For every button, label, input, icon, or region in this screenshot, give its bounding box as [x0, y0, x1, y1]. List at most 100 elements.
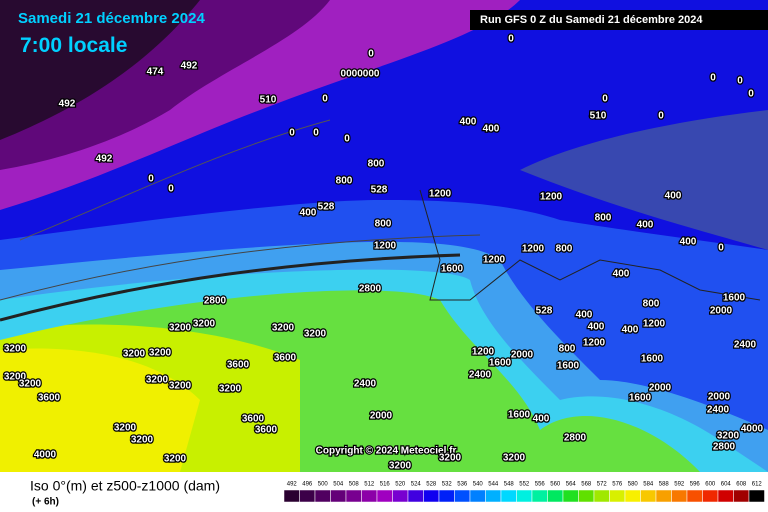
legend-label: 584 [643, 482, 654, 488]
contour-label: 474 [147, 67, 164, 78]
legend-swatch [547, 489, 564, 503]
contour-label: 0 [322, 94, 328, 105]
legend-swatch [748, 489, 765, 503]
contour-label: 0 [289, 128, 295, 139]
contour-label: 3200 [389, 461, 412, 472]
contour-label: 0 [602, 94, 608, 105]
contour-label: 1600 [441, 264, 464, 275]
legend-label: 568 [581, 482, 592, 488]
legend-label: 556 [535, 482, 546, 488]
contour-label: 0 [658, 111, 664, 122]
contour-label: 528 [371, 185, 388, 196]
contour-label: 2400 [707, 405, 730, 416]
legend-label: 608 [736, 482, 747, 488]
legend-label: 552 [519, 482, 530, 488]
legend-swatch [407, 489, 424, 503]
legend-label: 564 [566, 482, 577, 488]
contour-label: 3200 [304, 329, 327, 340]
legend-label: 604 [721, 482, 732, 488]
legend-label: 540 [473, 482, 484, 488]
contour-label: 800 [375, 219, 392, 230]
contour-label: 3200 [146, 375, 169, 386]
contour-label: 4000 [741, 424, 764, 435]
legend-swatch [531, 489, 548, 503]
contour-label: 800 [556, 244, 573, 255]
contour-label: 3200 [123, 349, 146, 360]
contour-label: 4000 [34, 450, 57, 461]
contour-label: 3200 [114, 423, 137, 434]
legend-label: 592 [674, 482, 685, 488]
legend-step: (+ 6h) [32, 497, 59, 508]
legend-swatch [361, 489, 378, 503]
contour-label: 400 [588, 322, 605, 333]
legend-swatch [345, 489, 362, 503]
legend-label: 612 [752, 482, 763, 488]
legend-label: 492 [287, 482, 298, 488]
legend-label: 536 [457, 482, 468, 488]
contour-label: 1200 [522, 244, 545, 255]
contour-label: 0 [508, 34, 514, 45]
contour-label: 400 [665, 191, 682, 202]
legend-swatch [578, 489, 595, 503]
contour-label: 400 [680, 237, 697, 248]
contour-label: 0 [368, 49, 374, 60]
contour-label: 400 [460, 117, 477, 128]
zone-hot [0, 348, 200, 472]
time-title: 7:00 locale [20, 34, 127, 57]
contour-label: 2000 [370, 411, 393, 422]
contour-label: 1600 [557, 361, 580, 372]
legend-swatch [562, 489, 579, 503]
contour-label: 528 [318, 202, 335, 213]
contour-label: 1600 [641, 354, 664, 365]
legend-label: 508 [349, 482, 360, 488]
contour-label: 0 [710, 73, 716, 84]
legend-label: 528 [426, 482, 437, 488]
contour-label: 3200 [717, 431, 740, 442]
contour-label: 0 [737, 76, 743, 87]
coastline [419, 189, 761, 301]
legend-label: 576 [612, 482, 623, 488]
legend-swatch [702, 489, 719, 503]
contour-label: 510 [590, 111, 607, 122]
contour-label: 1200 [429, 189, 452, 200]
legend-swatch [516, 489, 533, 503]
legend-label: 524 [411, 482, 422, 488]
contour-label: 2400 [469, 370, 492, 381]
contour-label: 3200 [131, 435, 154, 446]
contour [0, 234, 481, 301]
contour-label: 3600 [274, 353, 297, 364]
contour-label: 1600 [629, 393, 652, 404]
contour-label: 400 [533, 414, 550, 425]
contour-label: 400 [576, 310, 593, 321]
contour-label: 400 [613, 269, 630, 280]
contour-label: 400 [483, 124, 500, 135]
contour-label: 492 [181, 61, 198, 72]
legend-swatch [500, 489, 517, 503]
contour-label: 3600 [242, 414, 265, 425]
legend-label: 504 [333, 482, 344, 488]
legend-swatch [392, 489, 409, 503]
contour-label: 3200 [272, 323, 295, 334]
legend-swatch [624, 489, 641, 503]
contour-label: 1600 [508, 410, 531, 421]
legend-swatch [330, 489, 347, 503]
legend-swatch [609, 489, 626, 503]
contour-label: 1200 [643, 319, 666, 330]
contour-label: 3200 [169, 323, 192, 334]
contour-label: 2800 [359, 284, 382, 295]
legend-swatch [283, 489, 300, 503]
legend-label: 500 [318, 482, 329, 488]
contour-label: 3200 [169, 381, 192, 392]
contour-label: 3200 [19, 379, 42, 390]
legend-swatch [717, 489, 734, 503]
contour-label: 0000000 [341, 69, 380, 80]
date-title: Samedi 21 décembre 2024 [18, 10, 205, 27]
contour-label: 3200 [4, 344, 27, 355]
run-box [470, 10, 768, 30]
contour-label: 0 [313, 128, 319, 139]
contour-label: 3200 [193, 319, 216, 330]
contour-label: 492 [59, 99, 76, 110]
contour-label: 3600 [255, 425, 278, 436]
contour-label: 400 [622, 325, 639, 336]
